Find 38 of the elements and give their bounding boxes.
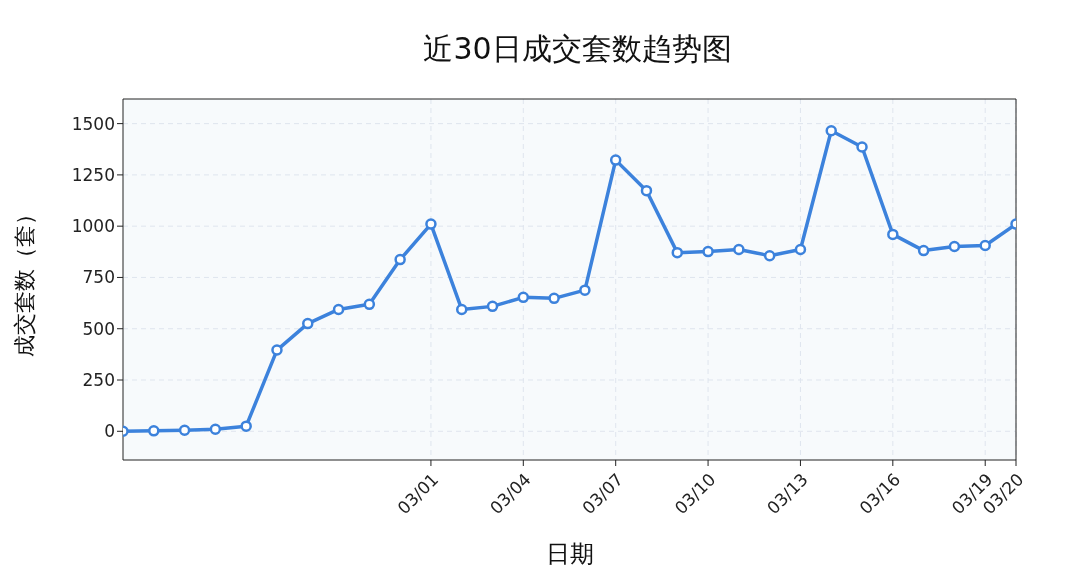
- y-tick-label: 250: [82, 370, 115, 391]
- point: [394, 253, 406, 266]
- point: [332, 303, 345, 316]
- point: [917, 244, 930, 257]
- point: [733, 243, 745, 256]
- point: [455, 303, 468, 316]
- point: [209, 423, 222, 435]
- point: [548, 292, 560, 305]
- point: [609, 154, 622, 166]
- point: [856, 141, 868, 153]
- x-axis-title: 日期: [545, 540, 594, 568]
- point: [702, 245, 714, 258]
- point: [517, 291, 530, 304]
- point: [178, 424, 191, 437]
- point: [763, 249, 776, 262]
- point: [148, 425, 160, 437]
- y-tick-label: 1250: [71, 164, 115, 185]
- point: [363, 298, 376, 311]
- y-tick-label: 750: [82, 267, 115, 288]
- point: [671, 246, 684, 259]
- y-tick-label: 0: [104, 421, 115, 442]
- point: [979, 239, 991, 252]
- point: [579, 284, 591, 296]
- point: [486, 300, 499, 313]
- point: [794, 243, 807, 256]
- y-tick-label: 1000: [71, 216, 115, 237]
- point: [948, 240, 961, 253]
- point: [425, 218, 437, 230]
- point: [302, 317, 314, 330]
- point: [640, 184, 653, 197]
- y-tick-label: 1500: [71, 113, 115, 134]
- point: [887, 228, 899, 241]
- y-tick-label: 500: [82, 318, 115, 339]
- y-axis-title: 成交套数（套）: [11, 202, 37, 357]
- chart-title: 近30日成交套数趋势图: [422, 29, 733, 68]
- point: [240, 420, 252, 432]
- point: [271, 344, 283, 356]
- point: [825, 125, 837, 137]
